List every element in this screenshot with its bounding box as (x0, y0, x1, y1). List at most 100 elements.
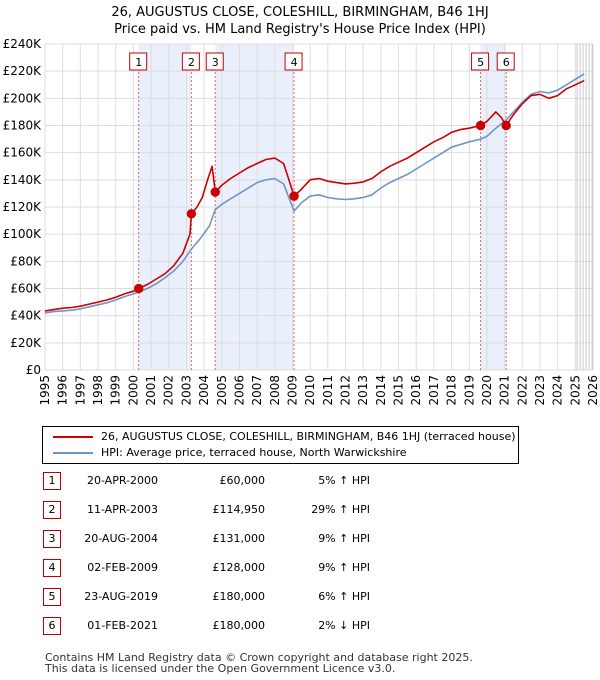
x-tick-label: 2022 (515, 375, 529, 406)
y-tick-label: £120K (3, 200, 43, 214)
sale-price: £180,000 (212, 619, 266, 632)
legend-swatch-hpi (53, 452, 93, 454)
legend-swatch-property (53, 436, 93, 438)
x-tick-label: 2013 (356, 375, 370, 406)
y-tick-label: £140K (3, 173, 43, 187)
sale-number: 4 (43, 559, 61, 577)
x-tick-label: 2005 (215, 375, 229, 406)
sale-hpi-change: 5% ↑ HPI (318, 474, 370, 487)
sale-point-6 (501, 120, 511, 131)
sale-hpi-change: 29% ↑ HPI (311, 503, 370, 516)
x-tick-label: 2025 (568, 375, 582, 406)
x-tick-label: 2026 (586, 375, 600, 406)
y-tick-label: £160K (3, 146, 43, 160)
x-tick-label: 2003 (179, 375, 193, 406)
y-tick-label: £180K (3, 119, 43, 133)
x-tick-label: 2000 (126, 375, 140, 406)
sale-point-5 (475, 120, 486, 131)
sale-date: 20-APR-2000 (86, 474, 158, 487)
chart-title-block: 26, AUGUSTUS CLOSE, COLESHILL, BIRMINGHA… (0, 4, 600, 38)
sale-point-3 (210, 187, 220, 197)
x-tick-label: 2008 (268, 375, 282, 406)
sale-date: 02-FEB-2009 (87, 561, 158, 574)
sale-price: £131,000 (212, 532, 266, 545)
x-tick-label: 2021 (498, 375, 512, 406)
y-tick-label: £200K (3, 91, 43, 105)
sale-point-2 (186, 209, 197, 219)
x-tick-label: 2012 (339, 375, 353, 406)
y-tick-label: £40K (10, 309, 42, 323)
sale-price: £114,950 (212, 503, 266, 516)
sale-price: £60,000 (219, 474, 266, 487)
x-tick-label: 2020 (480, 375, 494, 406)
sale-marker-box-2 (181, 52, 200, 71)
x-tick-label: 2014 (374, 375, 388, 406)
sale-point-4 (289, 191, 299, 201)
sale-hpi-change: 2% ↓ HPI (318, 619, 370, 632)
x-tick-label: 1999 (109, 375, 123, 406)
x-tick-label: 2011 (321, 375, 335, 406)
sale-row-6: 6 01-FEB-2021 £180,000 2% ↓ HPI (0, 615, 600, 637)
chart-title: 26, AUGUSTUS CLOSE, COLESHILL, BIRMINGHA… (111, 5, 489, 20)
sale-number: 1 (43, 472, 61, 490)
x-tick-label: 1995 (38, 375, 52, 406)
footer-licence: This data is licensed under the Open Gov… (45, 662, 396, 675)
sale-marker-box-5 (471, 52, 490, 71)
y-tick-label: £240K (3, 37, 43, 51)
sale-row-2: 2 11-APR-2003 £114,950 29% ↑ HPI (0, 499, 600, 521)
sale-marker-label-1: 1 (135, 56, 142, 69)
x-tick-label: 2002 (162, 375, 176, 406)
sale-hpi-change: 9% ↑ HPI (318, 532, 370, 545)
footer: Contains HM Land Registry data © Crown c… (45, 652, 473, 674)
y-tick-label: £220K (3, 64, 43, 78)
series-line-hpi (44, 73, 585, 314)
x-tick-label: 2007 (250, 375, 264, 406)
x-tick-label: 2023 (533, 375, 547, 406)
x-tick-label: 1996 (56, 375, 70, 406)
x-tick-label: 1998 (91, 375, 105, 406)
chart-subtitle: Price paid vs. HM Land Registry's House … (114, 22, 486, 37)
x-tick-label: 2001 (144, 375, 158, 406)
sale-number: 2 (43, 501, 61, 519)
sale-marker-label-2: 2 (188, 56, 195, 69)
x-tick-label: 2004 (197, 375, 211, 406)
y-tick-label: £100K (3, 227, 43, 241)
sale-marker-box-1 (129, 52, 148, 71)
x-tick-label: 2010 (303, 375, 317, 406)
legend-label-property: 26, AUGUSTUS CLOSE, COLESHILL, BIRMINGHA… (101, 430, 516, 443)
y-tick-label: £80K (10, 254, 42, 268)
sale-row-5: 5 23-AUG-2019 £180,000 6% ↑ HPI (0, 586, 600, 608)
sale-number: 6 (43, 617, 61, 635)
x-tick-label: 2016 (409, 375, 423, 406)
sale-marker-label-6: 6 (503, 56, 510, 69)
x-tick-label: 2006 (232, 375, 246, 406)
y-tick-label: £0 (26, 363, 41, 377)
sale-hpi-change: 6% ↑ HPI (318, 590, 370, 603)
sale-hpi-change: 9% ↑ HPI (318, 561, 370, 574)
chart-legend: 26, AUGUSTUS CLOSE, COLESHILL, BIRMINGHA… (42, 426, 519, 464)
y-tick-label: £60K (10, 282, 42, 296)
x-tick-label: 2019 (462, 375, 476, 406)
series-line-property (44, 79, 585, 312)
sale-price: £128,000 (212, 561, 266, 574)
footer-copyright: Contains HM Land Registry data © Crown c… (45, 651, 473, 664)
sale-marker-box-6 (496, 52, 515, 71)
sale-date: 01-FEB-2021 (87, 619, 158, 632)
price-chart: £0 £20K £40K £60K £80K £100K £120K £140K £160K £1… (3, 37, 600, 406)
legend-label-hpi: HPI: Average price, terraced house, Nort… (101, 446, 407, 459)
sale-number: 5 (43, 588, 61, 606)
x-tick-label: 2018 (445, 375, 459, 406)
sale-date: 20-AUG-2004 (84, 532, 158, 545)
sale-row-1: 1 20-APR-2000 £60,000 5% ↑ HPI (0, 470, 600, 492)
sale-marker-box-4 (284, 52, 303, 71)
sale-point-1 (133, 283, 144, 294)
x-tick-label: 2015 (392, 375, 406, 406)
x-tick-label: 2024 (551, 375, 565, 406)
sale-marker-label-5: 5 (477, 56, 484, 69)
sale-number: 3 (43, 530, 61, 548)
x-tick-label: 2009 (285, 375, 299, 406)
sale-row-3: 3 20-AUG-2004 £131,000 9% ↑ HPI (0, 528, 600, 550)
sale-marker-label-3: 3 (212, 56, 219, 69)
x-tick-label: 1997 (73, 375, 87, 406)
y-tick-label: £20K (10, 336, 42, 350)
